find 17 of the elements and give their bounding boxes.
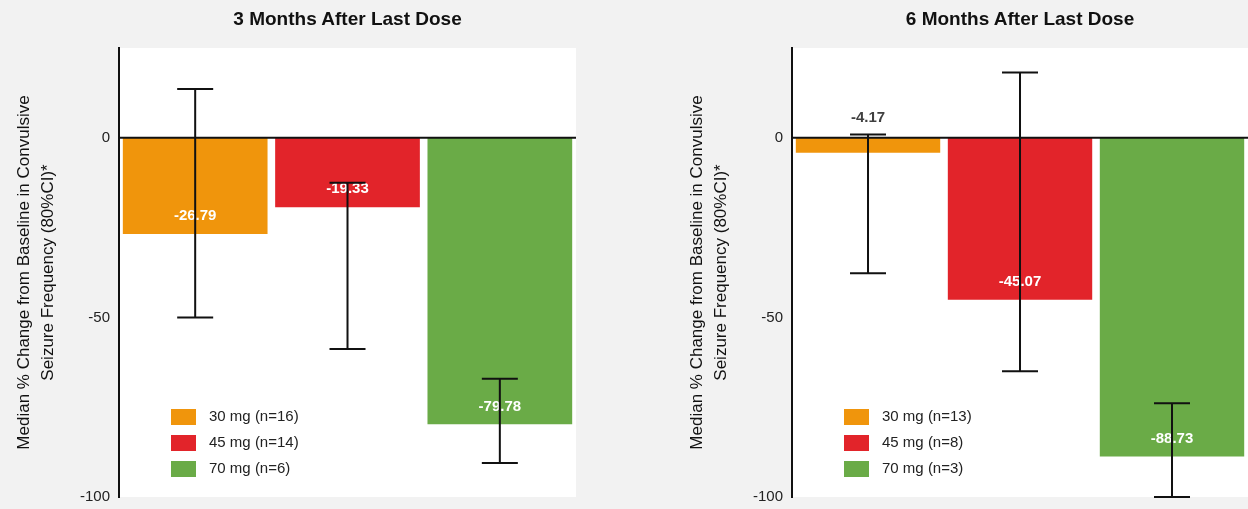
legend-label: 45 mg (n=14) (209, 433, 299, 451)
legend-label: 30 mg (n=16) (209, 407, 299, 425)
legend-label: 30 mg (n=13) (882, 407, 972, 425)
y-tick-label: -100 (79, 487, 111, 505)
legend-label: 70 mg (n=3) (882, 459, 964, 477)
y-tick-label: -50 (88, 307, 111, 325)
y-tick-label: 0 (774, 127, 784, 145)
y-axis-title: Median % Change from Baseline in Convulsive Seizure Frequency (80%CI)* (686, 95, 730, 450)
legend-label: 45 mg (n=8) (882, 433, 964, 451)
data-label: -4.17 (850, 107, 886, 125)
y-tick-label: 0 (101, 127, 111, 145)
y-tick-label: -100 (752, 487, 784, 505)
legend-label: 70 mg (n=6) (209, 459, 291, 477)
y-tick-label: -50 (761, 307, 784, 325)
y-axis-title: Median % Change from Baseline in Convulsive Seizure Frequency (80%CI)* (13, 95, 57, 450)
chart-title: 3 Months After Last Dose (233, 8, 462, 30)
chart-title: 6 Months After Last Dose (905, 8, 1135, 30)
